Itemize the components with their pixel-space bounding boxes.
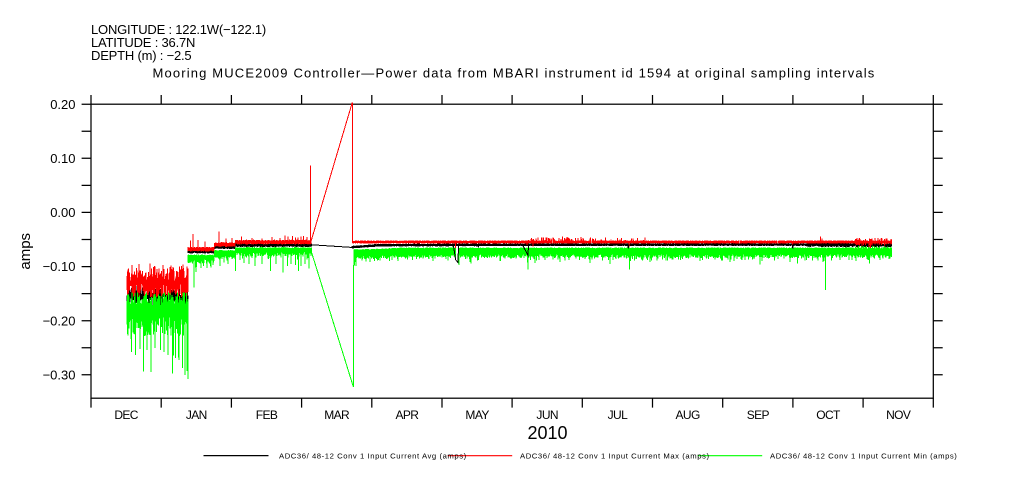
svg-text:0.20: 0.20 (50, 97, 75, 112)
svg-text:AUG: AUG (675, 408, 699, 422)
svg-text:MAR: MAR (324, 408, 350, 422)
svg-text:NOV: NOV (886, 408, 911, 422)
svg-text:−0.30: −0.30 (43, 367, 76, 382)
svg-text:APR: APR (395, 408, 419, 422)
svg-text:0.00: 0.00 (50, 205, 75, 220)
svg-text:0.10: 0.10 (50, 151, 75, 166)
svg-text:JAN: JAN (186, 408, 207, 422)
svg-text:Mooring MUCE2009 Controller—Po: Mooring MUCE2009 Controller—Power data f… (153, 66, 876, 81)
svg-text:ADC36/ 48-12 Conv 1 Input Curr: ADC36/ 48-12 Conv 1 Input Current Min (a… (770, 451, 957, 460)
svg-text:OCT: OCT (816, 408, 841, 422)
svg-text:2010: 2010 (527, 423, 567, 443)
svg-text:SEP: SEP (747, 408, 770, 422)
svg-text:LONGITUDE : 122.1W(−122.1): LONGITUDE : 122.1W(−122.1) (91, 22, 266, 37)
svg-text:amps: amps (17, 233, 34, 270)
svg-text:MAY: MAY (465, 408, 489, 422)
svg-text:JUL: JUL (608, 408, 628, 422)
svg-text:FEB: FEB (256, 408, 278, 422)
svg-text:DEC: DEC (114, 408, 138, 422)
svg-text:LATITUDE : 36.7N: LATITUDE : 36.7N (91, 35, 195, 50)
svg-text:JUN: JUN (536, 408, 558, 422)
svg-text:−0.20: −0.20 (43, 313, 76, 328)
svg-text:ADC36/ 48-12 Conv 1 Input Curr: ADC36/ 48-12 Conv 1 Input Current Avg (a… (279, 451, 467, 460)
svg-text:−0.10: −0.10 (43, 259, 76, 274)
svg-text:ADC36/ 48-12 Conv 1 Input Curr: ADC36/ 48-12 Conv 1 Input Current Max (a… (520, 451, 710, 460)
svg-text:DEPTH (m) : −2.5: DEPTH (m) : −2.5 (91, 48, 191, 63)
